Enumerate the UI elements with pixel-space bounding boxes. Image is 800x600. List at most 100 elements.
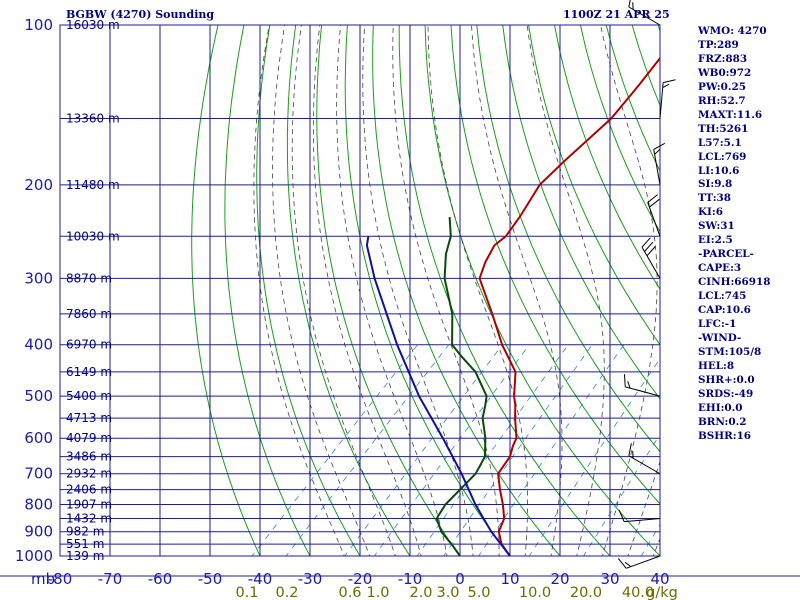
wind-barb-feather xyxy=(646,246,656,257)
temperature-tick-label: 0 xyxy=(455,570,465,588)
mixing-ratio-label: 3.0 xyxy=(436,585,459,600)
temperature-tick-label: -70 xyxy=(98,570,123,588)
pressure-tick-label: 300 xyxy=(24,269,53,287)
index-item: LI:10.6 xyxy=(698,164,740,177)
moist-adiabat xyxy=(291,25,396,556)
index-item: CAP:10.6 xyxy=(698,304,751,317)
index-item: TT:38 xyxy=(698,192,732,205)
height-label: 5400 m xyxy=(66,389,112,403)
pressure-tick-label: 100 xyxy=(24,16,53,34)
dry-adiabat xyxy=(372,25,561,556)
index-item: LCL:769 xyxy=(698,150,747,163)
temperature-tick-label: -60 xyxy=(148,570,173,588)
wind-barb-feather xyxy=(647,194,658,203)
wind-barb-feather xyxy=(617,558,627,569)
height-label: 1907 m xyxy=(66,498,112,512)
index-item: MAXT:11.6 xyxy=(698,108,763,121)
temperature-trace xyxy=(478,56,660,556)
index-item: FRZ:883 xyxy=(698,52,748,65)
temperature-tick-label: -20 xyxy=(348,570,373,588)
dry-adiabat xyxy=(476,25,660,453)
mixing-ratio-label: 40.0 xyxy=(622,585,654,600)
moist-adiabat xyxy=(336,25,448,556)
index-item: L57:5.1 xyxy=(698,136,742,149)
index-item: PW:0.25 xyxy=(698,80,746,93)
plot-border xyxy=(59,24,661,557)
height-label: 6970 m xyxy=(66,338,112,352)
wind-barb-feather xyxy=(663,79,676,84)
wind-barbs xyxy=(617,0,676,569)
temperature-tick-label: 40 xyxy=(650,570,669,588)
height-label: 3486 m xyxy=(66,450,112,464)
height-label: 16030 m xyxy=(66,18,120,32)
isotherms xyxy=(60,25,660,556)
temperature-tick-label: -40 xyxy=(248,570,273,588)
mixing-ratio-line xyxy=(373,344,530,556)
wind-barb-shaft xyxy=(626,555,661,569)
parcel-trace xyxy=(365,236,511,556)
wind-barb-shaft xyxy=(647,202,661,237)
index-item: EHI:0.0 xyxy=(698,401,743,414)
temperature-tick-label: 30 xyxy=(600,570,619,588)
index-item: KI:6 xyxy=(698,206,723,219)
dry-adiabat xyxy=(256,25,361,556)
dry-adiabat xyxy=(787,25,800,567)
pressure-tick-label: 600 xyxy=(24,429,53,447)
pressure-tick-label: 500 xyxy=(24,387,53,405)
y-unit-label: mb xyxy=(31,570,55,588)
moist-adiabat xyxy=(362,25,474,556)
wind-barb-feather xyxy=(649,198,660,208)
mixing-ratio-lines xyxy=(251,344,660,556)
wind-barb-feather xyxy=(641,237,651,248)
temperature-tick-label: 20 xyxy=(550,570,569,588)
index-item: STM:105/8 xyxy=(698,345,762,358)
height-label: 2932 m xyxy=(66,467,112,481)
index-item: SI:9.8 xyxy=(698,178,733,191)
dry-adiabat xyxy=(528,25,660,346)
height-label: 6149 m xyxy=(66,365,112,379)
index-item: RH:52.7 xyxy=(698,94,746,107)
index-item: WMO: 4270 xyxy=(698,25,767,37)
mixing-ratio-label: 10.0 xyxy=(519,585,551,600)
moist-adiabat xyxy=(312,25,422,556)
mixing-ratio-unit: g/kg xyxy=(646,585,678,600)
wind-barb-shaft xyxy=(628,455,661,475)
wind-barb-feather xyxy=(644,241,654,252)
height-label: 10030 m xyxy=(66,229,120,243)
wind-barb-feather xyxy=(654,148,661,155)
wind-barb-feather xyxy=(628,443,632,456)
temperature-tick-label: -10 xyxy=(398,570,423,588)
index-item: TP:289 xyxy=(698,38,739,51)
height-label: 13360 m xyxy=(66,112,120,126)
indices-panel: WMO: 4270 TP:289 FRZ:883 WB0:972 PW:0.25 RH:5… xyxy=(698,25,770,444)
index-item: EI:2.5 xyxy=(698,234,733,247)
index-item: LCL:745 xyxy=(698,290,747,303)
wind-barb-feather xyxy=(623,374,626,387)
mixing-ratio-line xyxy=(528,357,660,556)
plot-frame xyxy=(0,24,800,577)
wind-barb-feather xyxy=(627,381,631,389)
index-item: CAPE:3 xyxy=(698,262,742,275)
mixing-ratio-line xyxy=(640,523,660,556)
height-label: 11480 m xyxy=(66,178,120,192)
wind-barb-feather xyxy=(662,83,670,89)
wind-barb-feather xyxy=(624,561,632,568)
dry-adiabat xyxy=(344,25,511,556)
dry-adiabat xyxy=(424,25,660,556)
wind-barb-shaft xyxy=(641,246,661,279)
pressure-tick-label: 1000 xyxy=(15,547,53,565)
height-label: 7860 m xyxy=(66,307,112,321)
dry-adiabat xyxy=(450,25,660,505)
moist-adiabat xyxy=(471,25,563,556)
temperature-tick-label: -50 xyxy=(198,570,223,588)
index-item: SW:31 xyxy=(698,220,735,233)
index-item: SRDS:-49 xyxy=(698,387,754,400)
index-item: WB0:972 xyxy=(698,66,752,79)
height-label: 2406 m xyxy=(66,483,112,497)
mixing-ratio-label: 1.0 xyxy=(366,585,389,600)
index-item: CINH:66918 xyxy=(698,276,771,289)
chart-time: 1100Z 21 APR 25 xyxy=(563,8,670,21)
wind-barb-shaft xyxy=(659,82,664,119)
